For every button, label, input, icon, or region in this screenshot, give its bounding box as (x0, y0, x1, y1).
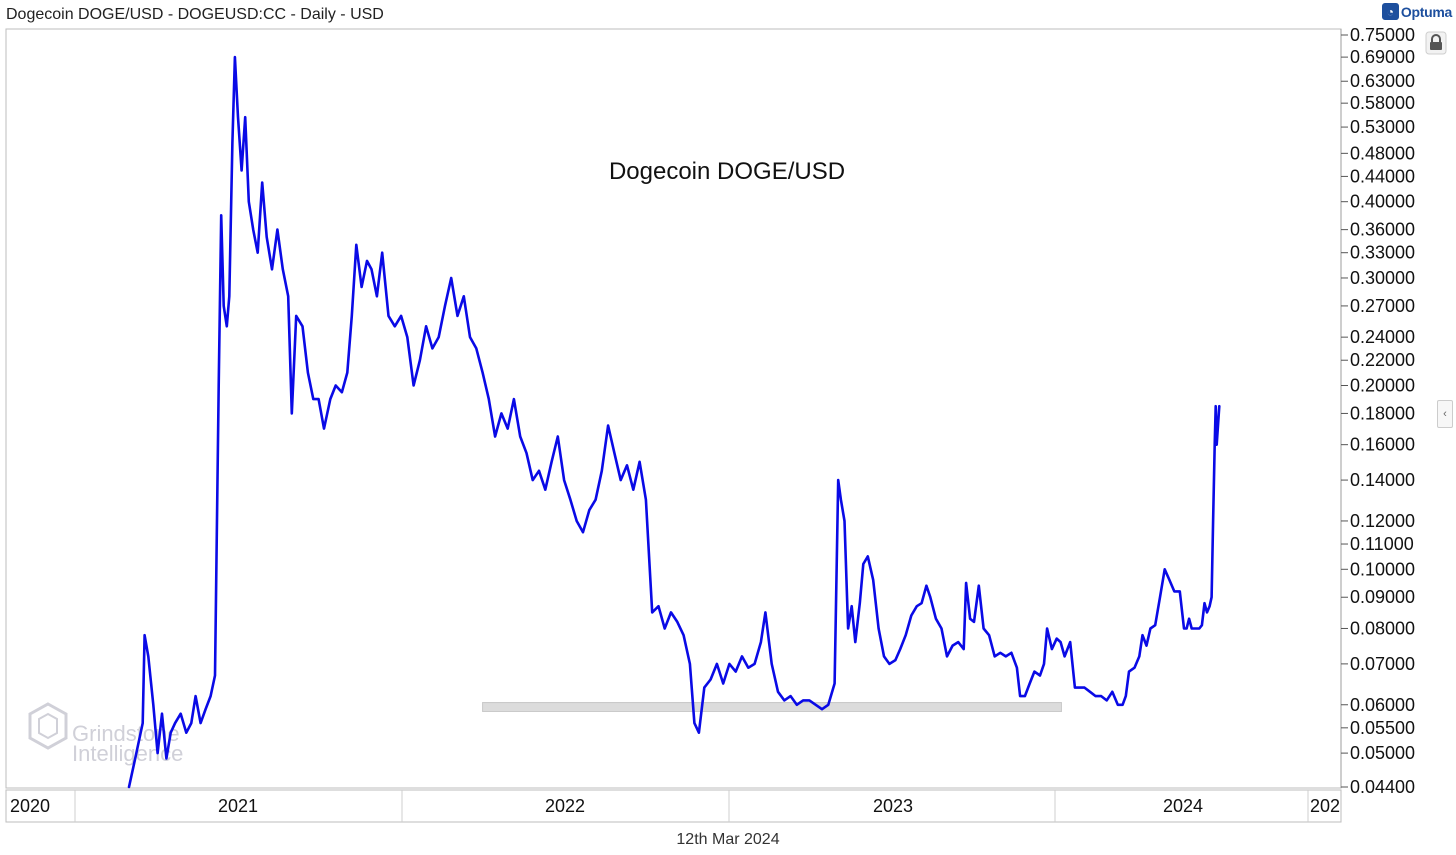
y-tick-label: 0.05500 (1350, 718, 1415, 738)
chart-header-title: Dogecoin DOGE/USD - DOGEUSD:CC - Daily -… (6, 6, 384, 23)
x-axis-band (5, 789, 1342, 823)
y-tick-label: 0.10000 (1350, 559, 1415, 579)
x-tick-label: 2022 (545, 796, 585, 816)
support-zone (482, 702, 1062, 712)
y-tick-label: 0.40000 (1350, 192, 1415, 212)
y-tick-label: 0.36000 (1350, 220, 1415, 240)
chart-title: Dogecoin DOGE/USD (609, 158, 845, 185)
plot-frame (5, 28, 1342, 789)
y-tick-label: 0.63000 (1350, 71, 1415, 91)
y-tick-label: 0.11000 (1350, 534, 1414, 554)
x-tick-label: 2020 (10, 796, 50, 816)
y-tick-label: 0.24000 (1350, 327, 1415, 347)
y-tick-label: 0.53000 (1350, 117, 1415, 137)
y-tick-label: 0.05000 (1350, 743, 1415, 763)
x-tick-label: 2023 (873, 796, 913, 816)
y-tick-label: 0.44000 (1350, 166, 1415, 186)
y-tick-label: 0.48000 (1350, 143, 1415, 163)
y-tick-label: 0.27000 (1350, 296, 1415, 316)
y-tick-label: 0.08000 (1350, 618, 1415, 638)
y-tick-label: 0.09000 (1350, 587, 1415, 607)
y-tick-label: 0.06000 (1350, 695, 1415, 715)
y-tick-label: 0.30000 (1350, 268, 1415, 288)
price-series-line (127, 55, 1221, 789)
optuma-logo-icon: ◔ (1381, 3, 1399, 20)
brand-name: Optuma (1400, 3, 1452, 20)
x-tick-label: 202 (1310, 796, 1340, 816)
x-axis: 2020 2021 2022 2023 2024 202 (5, 789, 1342, 823)
y-tick-label: 0.69000 (1350, 47, 1415, 67)
x-tick-label: 2024 (1163, 796, 1203, 816)
lock-icon[interactable] (1425, 31, 1447, 55)
y-tick-label: 0.12000 (1350, 511, 1415, 531)
watermark-inner-hexagon-icon (38, 712, 58, 740)
y-tick-label: 0.18000 (1350, 403, 1415, 423)
watermark-hexagon-icon (28, 702, 68, 750)
y-tick-label: 0.33000 (1350, 243, 1415, 263)
y-tick-label: 0.22000 (1350, 350, 1415, 370)
y-tick-label: 0.07000 (1350, 654, 1415, 674)
chevron-left-icon[interactable]: ‹ (1437, 400, 1453, 428)
x-tick-label: 2021 (218, 796, 258, 816)
y-tick-label: 0.75000 (1350, 25, 1415, 45)
y-tick-label: 0.14000 (1350, 470, 1415, 490)
y-tick-label: 0.16000 (1350, 435, 1415, 455)
support-band (482, 702, 1062, 712)
y-tick-label: 0.58000 (1350, 93, 1415, 113)
y-tick-label: 0.20000 (1350, 375, 1415, 395)
footer-date: 12th Mar 2024 (676, 831, 780, 848)
y-tick-label: 0.04400 (1350, 777, 1415, 797)
brand-logo: ◔ Optuma (1381, 3, 1452, 20)
price-line-layer (127, 55, 1221, 789)
